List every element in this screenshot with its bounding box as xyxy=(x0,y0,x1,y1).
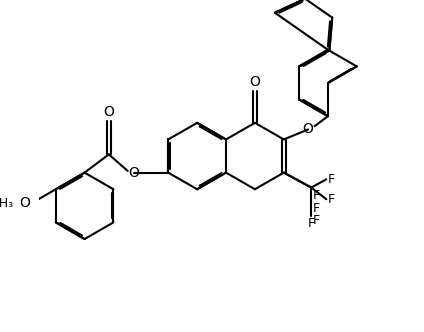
Text: O: O xyxy=(128,166,139,180)
Text: F: F xyxy=(313,214,320,227)
Text: O: O xyxy=(103,105,114,119)
Text: F: F xyxy=(308,217,315,230)
Text: F: F xyxy=(328,193,335,206)
Text: O: O xyxy=(19,196,30,210)
Text: F: F xyxy=(328,173,335,186)
Text: CH₃: CH₃ xyxy=(0,197,13,210)
Text: O: O xyxy=(303,123,313,136)
Text: F: F xyxy=(313,202,320,214)
Text: F: F xyxy=(313,189,320,202)
Text: O: O xyxy=(249,75,260,89)
